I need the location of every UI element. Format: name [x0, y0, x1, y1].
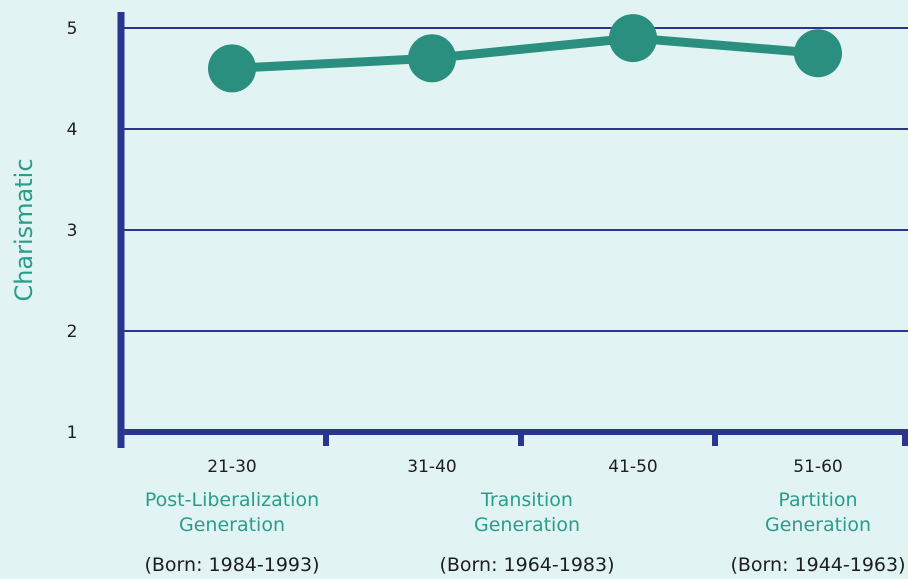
x-tick-label-21-30: 21-30	[207, 457, 256, 477]
generation-name-2-line-1: Transition	[480, 489, 573, 511]
generation-name-2-line-2: Generation	[474, 514, 580, 536]
data-series	[208, 14, 842, 93]
y-tick-label-2: 2	[67, 322, 78, 342]
y-tick-label-3: 3	[67, 221, 78, 241]
y-tick-label-4: 4	[67, 120, 78, 140]
generation-born-1: (Born: 1984-1993)	[144, 554, 319, 576]
generation-name-3-line-1: Partition	[778, 489, 857, 511]
gridlines	[121, 27, 908, 332]
data-point-31-40	[408, 34, 456, 83]
generation-name-1-line-1: Post-Liberalization	[145, 489, 319, 511]
generation-name-1-line-2: Generation	[179, 514, 285, 536]
x-tick-label-31-40: 31-40	[407, 457, 456, 477]
y-tick-label-5: 5	[67, 19, 78, 39]
data-point-21-30	[208, 44, 256, 93]
generation-born-3: (Born: 1944-1963)	[730, 554, 905, 576]
generation-name-3-line-2: Generation	[765, 514, 871, 536]
data-point-51-60	[794, 29, 842, 78]
y-tick-label-1: 1	[67, 423, 78, 443]
x-tick-label-51-60: 51-60	[793, 457, 842, 477]
series-line	[231, 33, 819, 73]
axes	[117, 12, 908, 448]
generation-born-2: (Born: 1964-1983)	[439, 554, 614, 576]
y-axis-title: Charismatic	[10, 158, 38, 301]
x-tick-label-41-50: 41-50	[608, 457, 657, 477]
labels: 1 2 3 4 5 Charismatic 21-30 31-40 41-50 51-60 Post…	[10, 19, 906, 576]
data-point-41-50	[609, 14, 657, 63]
